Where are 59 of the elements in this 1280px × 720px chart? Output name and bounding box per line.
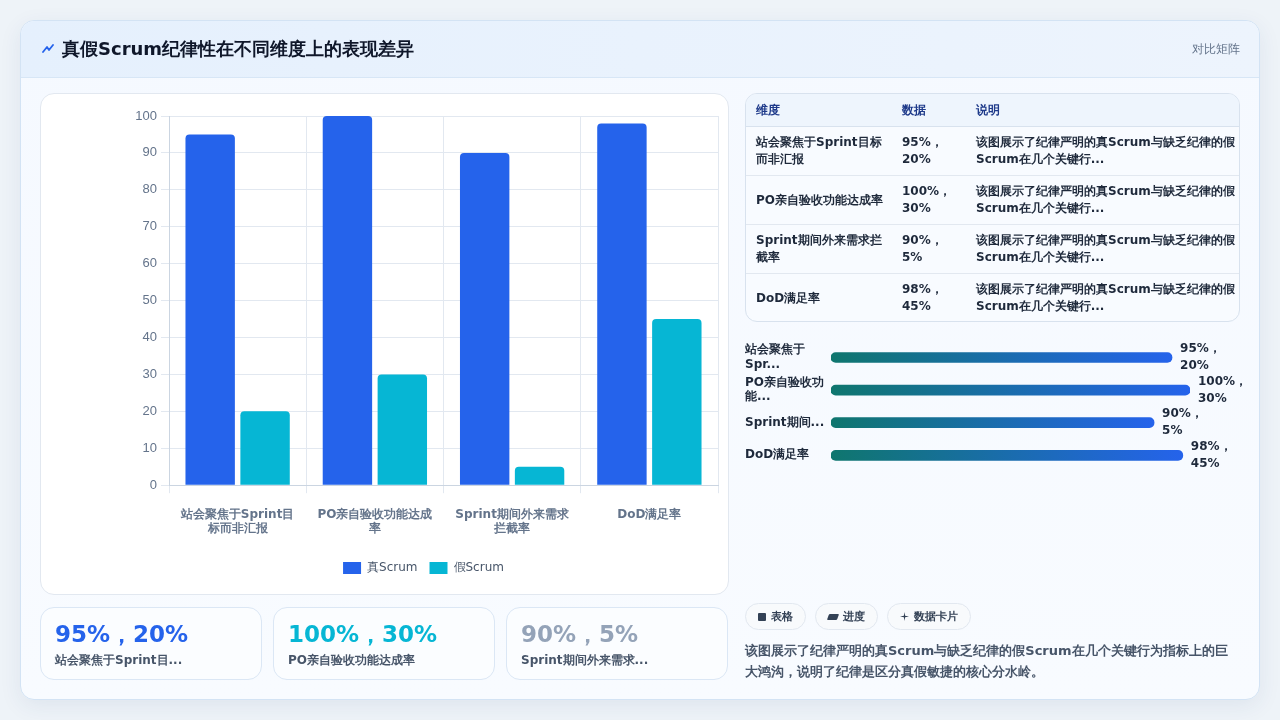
y-tick-label: DoD满足率	[745, 447, 810, 462]
x-tick-label: 站会聚焦于Sprint目标而非汇报	[179, 506, 295, 535]
x-tick-label: PO亲自验收功能达成率	[317, 506, 433, 535]
category-label: PO亲自验收功能达成率	[756, 192, 883, 207]
y-tick-label: PO亲自验收功能...	[745, 375, 824, 404]
category-label: 95%，20%	[55, 620, 189, 648]
category-label: 100%，30%	[288, 620, 438, 648]
text: 该图展示了纪律严明的真Scrum与缺乏纪律的假Scrum在几个关键行...	[976, 184, 1235, 215]
bar	[652, 319, 702, 485]
bar	[240, 411, 290, 485]
category-label: 数据卡片	[914, 609, 958, 624]
text: 该图展示了纪律严明的真Scrum与缺乏纪律的假Scrum在几个关键行...	[976, 282, 1235, 313]
y-tick-label: 30	[142, 366, 157, 382]
x-tick-label: Sprint期间外来需求拦截率	[455, 506, 570, 535]
text: 98%，45%	[902, 282, 943, 313]
text: 90%，5%	[902, 233, 943, 264]
bar	[185, 134, 235, 485]
y-tick-label: 100	[135, 107, 157, 123]
bar	[322, 116, 373, 485]
data-label: 95%，20%	[1180, 341, 1221, 373]
category-label: 数据	[892, 94, 966, 127]
text: Sprint期间外来需求...	[521, 652, 649, 668]
text: 真假Scrum纪律性在不同维度上的表现差异	[62, 38, 415, 60]
category-label: 维度	[746, 94, 892, 127]
legend-label: 假Scrum	[453, 560, 504, 575]
category-label: 90%，5%	[521, 620, 639, 648]
bar	[377, 374, 428, 485]
bar	[459, 152, 510, 485]
y-tick-label: 90	[142, 144, 157, 160]
category-label: 进度	[843, 609, 865, 624]
category-label: 站会聚焦于Sprint目标而非汇报	[756, 135, 882, 166]
text: 站会聚焦于Sprint目...	[55, 652, 183, 668]
category-label: 说明	[966, 94, 1239, 127]
data-label: 98%，45%	[1190, 438, 1232, 470]
y-tick-label: 0	[149, 476, 157, 492]
bar	[514, 466, 565, 485]
bar	[597, 123, 647, 485]
data-label: 90%，5%	[1162, 406, 1203, 438]
text: 该图展示了纪律严明的真Scrum与缺乏纪律的假Scrum在几个关键行...	[976, 233, 1235, 264]
text: 100%，30%	[902, 184, 952, 215]
y-tick-label: 80	[142, 181, 157, 197]
data-label: 100%，30%	[1198, 373, 1248, 405]
y-tick-label: 20	[142, 402, 157, 418]
legend-label: 真Scrum	[367, 560, 418, 575]
y-tick-label: 50	[142, 292, 157, 308]
category-label: 表格	[771, 609, 793, 624]
text: 该图展示了纪律严明的真Scrum与缺乏纪律的假Scrum在几个关键行...	[976, 135, 1235, 166]
y-tick-label: 站会聚焦于Spr...	[744, 342, 805, 371]
y-tick-label: 60	[142, 255, 157, 271]
text: PO亲自验收功能达成率	[288, 652, 415, 668]
text: 对比矩阵	[1192, 41, 1240, 57]
x-tick-label: DoD满足率	[617, 506, 682, 521]
y-tick-label: 40	[142, 329, 157, 345]
y-tick-label: 10	[142, 439, 157, 455]
y-tick-label: 70	[142, 218, 157, 234]
y-tick-label: Sprint期间...	[745, 414, 825, 429]
text: 该图展示了纪律严明的真Scrum与缺乏纪律的假Scrum在几个关键行为指标上的巨大鸿沟，说明了纪律是区分真假敏捷的核心分水岭。	[745, 642, 1229, 681]
text: 95%，20%	[902, 135, 943, 166]
category-label: Sprint期间外来需求拦截率	[756, 233, 882, 264]
